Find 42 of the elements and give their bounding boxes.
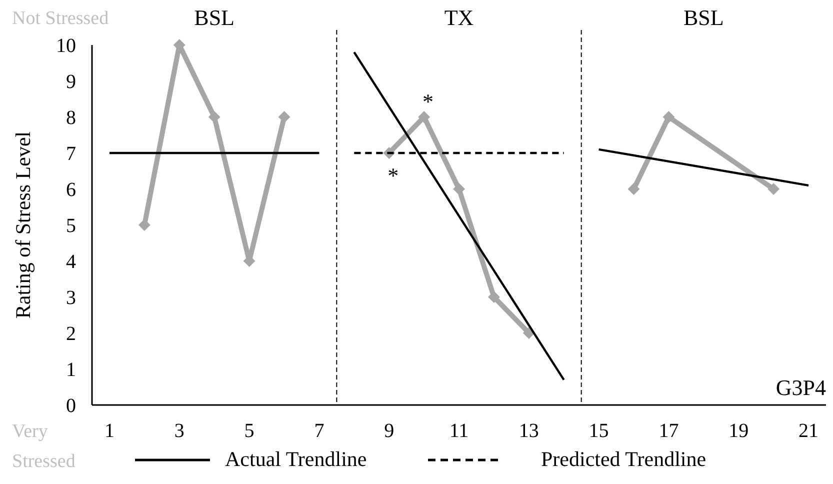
text: BSL [194,5,235,30]
y-tick-label: 3 [66,287,76,309]
x-tick-label: 7 [314,420,324,442]
text: TX [444,5,474,30]
annotation: G3P4 [776,375,826,400]
y-tick-label: 0 [66,395,76,417]
point [628,183,640,195]
annotation: * [422,89,434,114]
text: Not Stressed [12,8,110,29]
y-tick-label: 8 [66,107,76,129]
y-tick-label: 2 [66,323,76,345]
x-tick-label: 13 [518,420,539,442]
y-tick-label: 9 [66,71,76,93]
legend-label: Actual Trendline [225,447,367,471]
point [453,183,465,195]
text: BSL [683,5,724,30]
x-tick-label: 9 [384,420,394,442]
y-tick-label: 7 [66,143,76,165]
x-tick-label: 19 [728,420,749,442]
y-tick-label: 1 [66,359,76,381]
x-tick-label: 5 [244,420,254,442]
point [278,111,290,123]
x-tick-label: 1 [104,420,114,442]
x-tick-label: 3 [174,420,184,442]
x-tick-label: 17 [658,420,679,442]
y-tick-label: 5 [66,215,76,237]
x-tick-label: 21 [798,420,819,442]
x-tick-label: 15 [588,420,609,442]
y-tick-label: 4 [66,251,76,273]
point [138,219,150,231]
point [488,291,500,303]
point [662,111,675,123]
point [418,111,430,123]
text: Very Stressed [12,421,76,472]
annotation: * [388,163,399,188]
y-tick-label: 6 [66,179,76,201]
y-axis-title: Rating of Stress Level [11,131,35,319]
point [208,111,220,123]
y-tick-label: 10 [56,35,76,57]
legend-label: Predicted Trendline [541,447,706,471]
point [768,183,780,195]
x-tick-label: 11 [449,420,469,442]
